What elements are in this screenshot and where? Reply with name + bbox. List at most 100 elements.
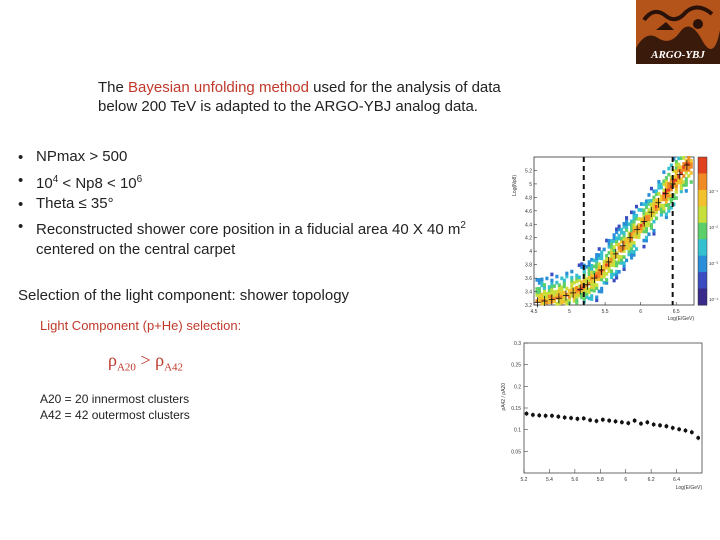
selection-formula: ρA20 > ρA42: [108, 350, 183, 374]
heatmap-cell: [597, 262, 601, 266]
heatmap-cell: [537, 287, 541, 291]
heatmap-cell: [669, 193, 673, 198]
heatmap-cell: [595, 277, 599, 281]
heatmap-cell: [679, 180, 683, 185]
y-tick-label: 0.05: [511, 449, 521, 455]
intro-prefix: The: [98, 79, 129, 96]
heatmap-cell: [622, 255, 626, 259]
heatmap-cell: [669, 181, 673, 186]
heatmap-cell: [590, 266, 594, 271]
heatmap-cell: [535, 287, 539, 291]
heatmap-cell: [632, 213, 636, 218]
heatmap-cell: [667, 197, 671, 201]
heatmap-cell: [597, 271, 601, 276]
heatmap-cell: [587, 260, 591, 264]
heatmap-cell: [537, 299, 541, 303]
data-point: [537, 413, 542, 418]
heatmap-cell: [647, 193, 651, 197]
heatmap-cell: [567, 294, 571, 299]
heatmap-cell: [607, 266, 611, 270]
heatmap-cell: [657, 204, 661, 208]
heatmap-cell: [652, 219, 656, 224]
colorbar-segment: [698, 288, 707, 306]
x-axis-label: Log(E/GeV): [676, 485, 703, 491]
heatmap-cell: [567, 288, 571, 293]
heatmap-cell: [674, 178, 678, 182]
heatmap-cell: [622, 243, 626, 247]
heatmap-cell: [572, 280, 576, 285]
heatmap-cell: [555, 295, 559, 300]
heatmap-cell: [550, 278, 554, 283]
heatmap-cell: [555, 274, 559, 279]
heatmap-cell: [550, 272, 554, 277]
heatmap-cell: [632, 250, 636, 254]
heatmap-cell: [595, 268, 599, 272]
heatmap-cell: [590, 273, 594, 277]
a20-definition: A20 = 20 innermost clusters: [40, 392, 190, 406]
heatmap-cell: [674, 168, 678, 173]
heatmap-cell: [679, 171, 683, 176]
data-point: [556, 414, 561, 419]
heatmap-cell: [555, 301, 559, 306]
heatmap-cell: [615, 275, 619, 280]
heatmap-cell: [595, 256, 599, 260]
heatmap-cell: [610, 239, 614, 243]
heatmap-cell: [687, 168, 691, 172]
heatmap-cell: [674, 162, 678, 167]
heatmap-cell: [632, 210, 636, 215]
logo-text: ARGO-YBJ: [651, 49, 705, 61]
heatmap-cell: [637, 232, 641, 236]
intro-highlight: Bayesian unfolding method: [128, 79, 309, 96]
heatmap-cell: [605, 262, 609, 267]
heatmap-cell: [637, 208, 641, 212]
heatmap-cell: [547, 285, 551, 289]
heatmap-cell: [607, 263, 611, 267]
heatmap-cell: [610, 251, 614, 255]
heatmap-cell: [647, 223, 651, 228]
heatmap-cell: [600, 250, 604, 255]
heatmap-cell: [689, 159, 693, 163]
heatmap-cell: [552, 299, 556, 304]
heatmap-cell: [662, 197, 666, 202]
heatmap-cell: [560, 291, 564, 296]
heatmap-cell: [677, 156, 681, 161]
heatmap-cell: [622, 267, 626, 272]
heatmap-cell: [667, 187, 671, 192]
heatmap-cell: [540, 277, 544, 282]
heatmap-cell: [602, 280, 606, 285]
heatmap-cell: [557, 298, 561, 303]
heatmap-cell: [684, 189, 688, 193]
heatmap-cell: [540, 280, 544, 285]
heatmap-cell: [615, 242, 619, 247]
heatmap-cell: [659, 209, 663, 214]
heatmap-cell: [625, 237, 629, 241]
heatmap-cell: [537, 290, 541, 294]
heatmap-cell: [597, 274, 601, 279]
heatmap-cell: [592, 270, 596, 275]
heatmap-cell: [612, 263, 616, 268]
data-point: [677, 427, 682, 432]
heatmap-cell: [672, 178, 676, 182]
heatmap-cell: [677, 162, 681, 167]
heatmap-cell: [577, 275, 581, 280]
heatmap-cell: [587, 281, 591, 286]
heatmap-cell: [625, 246, 629, 251]
y-tick-label: 5: [529, 182, 532, 188]
heatmap-cell: [572, 293, 576, 297]
heatmap-cell: [562, 299, 566, 304]
heatmap-cell: [577, 293, 581, 298]
heatmap-cell: [632, 231, 636, 236]
heatmap-cell: [664, 203, 668, 207]
heatmap-cell: [540, 292, 544, 297]
heatmap-cell: [644, 235, 649, 240]
heatmap-cell: [672, 196, 676, 201]
data-point: [531, 413, 535, 417]
heatmap-cell: [630, 225, 634, 230]
heatmap-cell: [632, 253, 636, 257]
heatmap-cell: [682, 183, 686, 187]
data-point: [651, 422, 656, 427]
heatmap-cell: [590, 282, 594, 286]
a42-definition: A42 = 42 outermost clusters: [40, 408, 190, 422]
heatmap-cell: [575, 285, 579, 290]
y-axis-label: Log(Np8): [512, 175, 518, 196]
